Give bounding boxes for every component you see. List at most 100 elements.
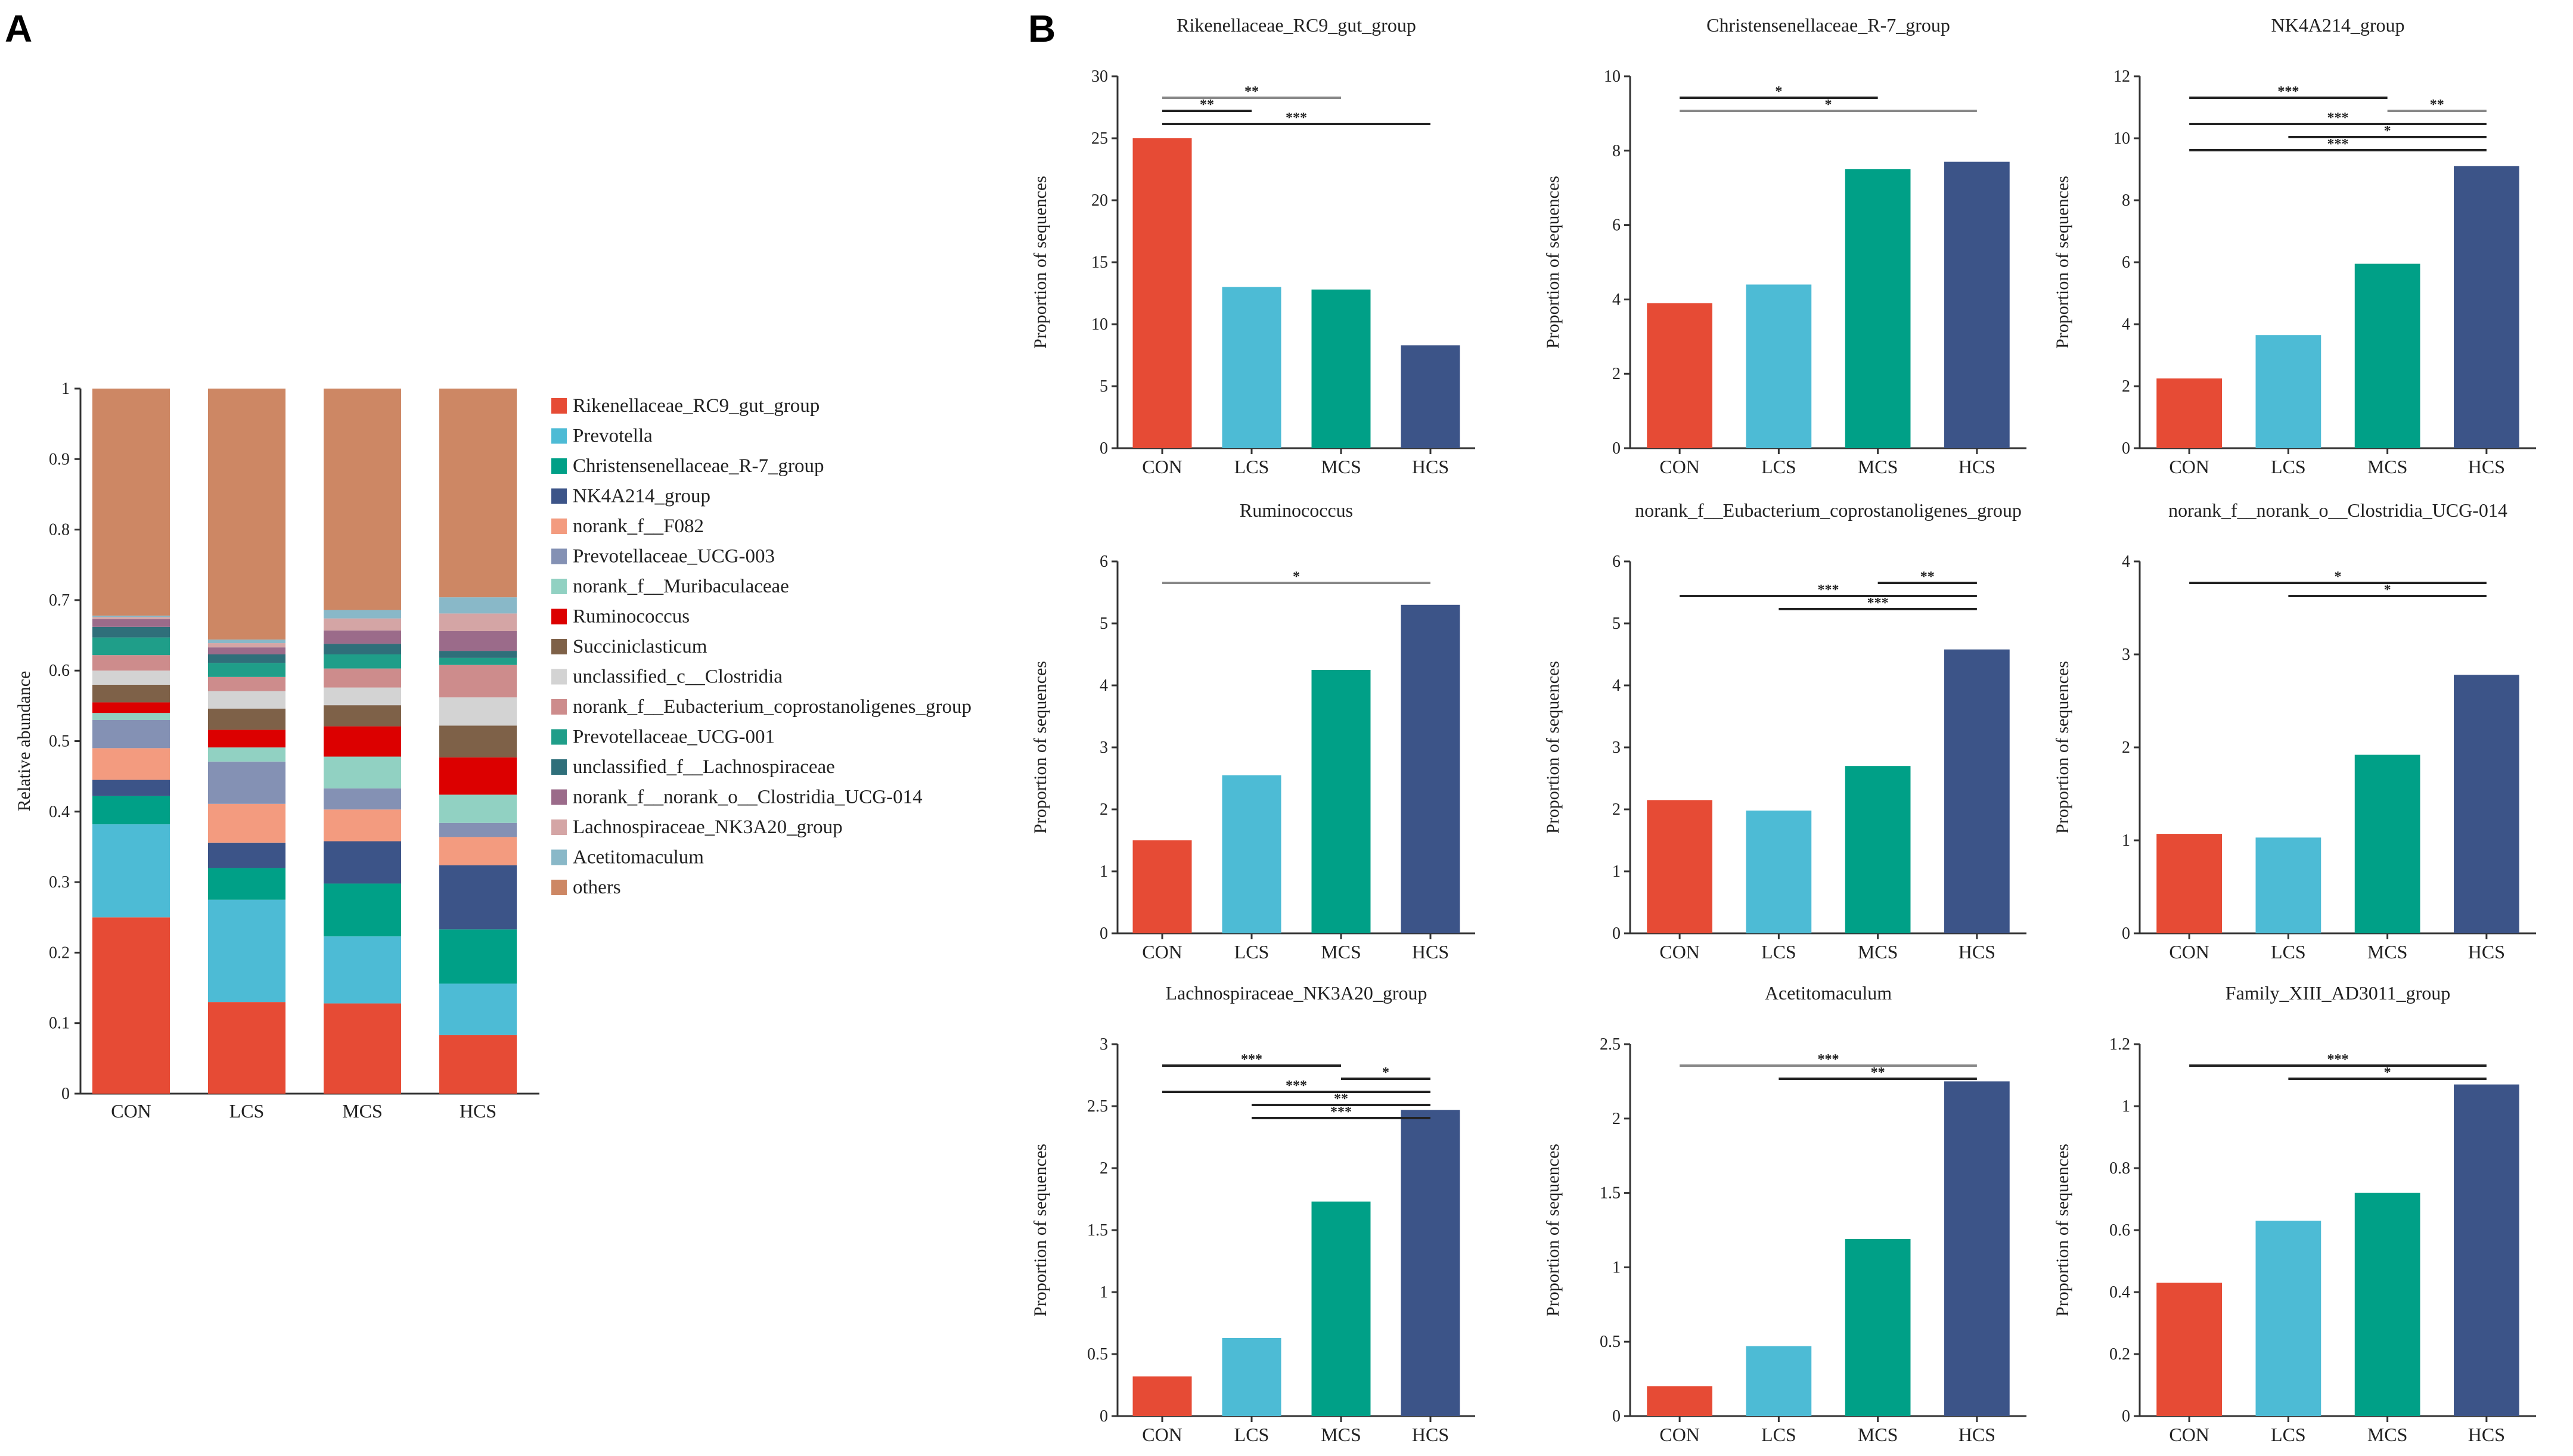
stacked-segment xyxy=(324,809,401,842)
stacked-segment xyxy=(439,865,517,930)
y-tick-label: 6 xyxy=(1612,216,1621,235)
y-tick-label: 0.6 xyxy=(2109,1221,2130,1240)
y-tick-label: 1 xyxy=(2122,1097,2130,1116)
x-tick-label: LCS xyxy=(2271,941,2306,963)
legend-swatch xyxy=(551,428,567,444)
significance-label: *** xyxy=(1867,595,1889,611)
x-tick-label: CON xyxy=(1659,941,1700,963)
stacked-segment xyxy=(324,883,401,937)
y-tick-label: 10 xyxy=(2113,129,2130,148)
stacked-segment xyxy=(324,687,401,706)
x-tick-label: MCS xyxy=(1321,456,1361,477)
legend-swatch xyxy=(551,729,567,745)
stacked-segment xyxy=(324,936,401,1004)
bar-chart: NK4A214_group 0 2 4 6 8 10 12 Proportion of sequ… xyxy=(2053,14,2536,477)
stacked-segment xyxy=(439,725,517,758)
legend-swatch xyxy=(551,488,567,504)
y-tick-label: 0 xyxy=(2122,1407,2130,1426)
bar xyxy=(1845,1238,1911,1416)
y-tick-label: 2.5 xyxy=(1600,1035,1621,1054)
x-tick-label: LCS xyxy=(2271,1424,2306,1445)
significance-label: * xyxy=(1293,569,1300,585)
legend-swatch xyxy=(551,759,567,775)
x-tick-label: LCS xyxy=(1761,1424,1796,1445)
significance-label: * xyxy=(1825,97,1832,113)
legend-label: Succiniclasticum xyxy=(573,636,707,657)
bar xyxy=(2454,166,2519,448)
y-tick-label: 3 xyxy=(2122,645,2130,664)
stacked-segment xyxy=(92,626,170,638)
significance-label: ** xyxy=(1244,84,1259,100)
y-tick-label: 1 xyxy=(1100,1283,1108,1302)
chart-title: Ruminococcus xyxy=(1240,499,1353,521)
x-tick-label: MCS xyxy=(2367,456,2408,477)
bar xyxy=(2255,837,2321,933)
x-tick-label: MCS xyxy=(1858,941,1898,963)
bar xyxy=(1132,840,1192,933)
legend-swatch xyxy=(551,579,567,594)
legend-label: Prevotellaceae_UCG-001 xyxy=(573,727,775,748)
y-tick-label: 5 xyxy=(1100,377,1108,396)
x-tick-label: CON xyxy=(2169,456,2209,477)
stacked-segment xyxy=(439,665,517,698)
stacked-segment xyxy=(208,691,285,709)
y-tick-label: 20 xyxy=(1091,191,1108,210)
stacked-segment xyxy=(92,702,170,713)
bar xyxy=(2454,675,2519,933)
x-tick-label: MCS xyxy=(2367,941,2408,963)
x-tick-label: CON xyxy=(111,1100,151,1122)
x-tick-label: MCS xyxy=(342,1100,383,1122)
y-tick-label: 0.9 xyxy=(49,450,70,468)
bar xyxy=(1944,1081,2010,1416)
x-tick-label: LCS xyxy=(1234,456,1270,477)
x-tick-label: CON xyxy=(1142,456,1182,477)
y-tick-label: 0 xyxy=(1100,1407,1108,1426)
panel-label-b: B xyxy=(1028,7,1056,50)
x-tick-label: HCS xyxy=(1412,456,1449,477)
y-tick-label: 10 xyxy=(1091,315,1108,334)
bar xyxy=(1944,162,2010,448)
y-tick-label: 2 xyxy=(1612,365,1621,383)
panel-label-a: A xyxy=(5,7,32,50)
bar xyxy=(1746,1346,1812,1416)
stacked-segment xyxy=(92,720,170,749)
significance-label: *** xyxy=(1286,1078,1307,1094)
stacked-segment xyxy=(324,389,401,610)
legend-label: Prevotellaceae_UCG-003 xyxy=(573,546,775,567)
stacked-segment xyxy=(92,796,170,825)
significance-label: ** xyxy=(1920,569,1935,585)
bar xyxy=(1647,800,1712,933)
legend-label: Prevotella xyxy=(573,426,653,447)
legend-swatch xyxy=(551,880,567,895)
legend-label: Christensenellaceae_R-7_group xyxy=(573,455,824,477)
x-tick-label: HCS xyxy=(2468,1424,2505,1445)
y-axis-title: Proportion of sequences xyxy=(2053,176,2072,349)
x-tick-label: HCS xyxy=(1959,941,1995,963)
x-tick-label: HCS xyxy=(2468,456,2505,477)
stacked-segment xyxy=(324,1003,401,1094)
significance-label: *** xyxy=(2277,84,2299,100)
significance-label: ** xyxy=(2430,97,2444,113)
y-tick-label: 15 xyxy=(1091,253,1108,272)
y-tick-label: 1 xyxy=(61,380,70,398)
x-tick-label: LCS xyxy=(1234,1424,1270,1445)
x-tick-label: CON xyxy=(1142,1424,1182,1445)
significance-label: ** xyxy=(1871,1065,1885,1081)
stacked-segment xyxy=(92,780,170,796)
bar xyxy=(2156,834,2222,933)
legend-swatch xyxy=(551,669,567,685)
y-tick-label: 2 xyxy=(1100,1159,1108,1178)
stacked-segment xyxy=(92,615,170,617)
stacked-segment xyxy=(208,842,285,868)
bar-chart: Christensenellaceae_R-7_group 0 2 4 6 8 10 Prop… xyxy=(1543,14,2026,477)
stacked-segment xyxy=(439,657,517,665)
x-tick-label: HCS xyxy=(1412,941,1449,963)
x-tick-label: LCS xyxy=(2271,456,2306,477)
bar-chart: Ruminococcus 0 1 2 3 4 5 6 Proportion of sequenc… xyxy=(1031,499,1475,963)
y-axis-title: Proportion of sequences xyxy=(1543,1144,1563,1317)
bar xyxy=(1311,289,1371,448)
chart-title: norank_f__norank_o__Clostridia_UCG-014 xyxy=(2168,499,2507,521)
y-tick-label: 2.5 xyxy=(1087,1097,1108,1116)
chart-title: Family_XIII_AD3011_group xyxy=(2226,982,2450,1004)
stacked-segment xyxy=(439,651,517,658)
